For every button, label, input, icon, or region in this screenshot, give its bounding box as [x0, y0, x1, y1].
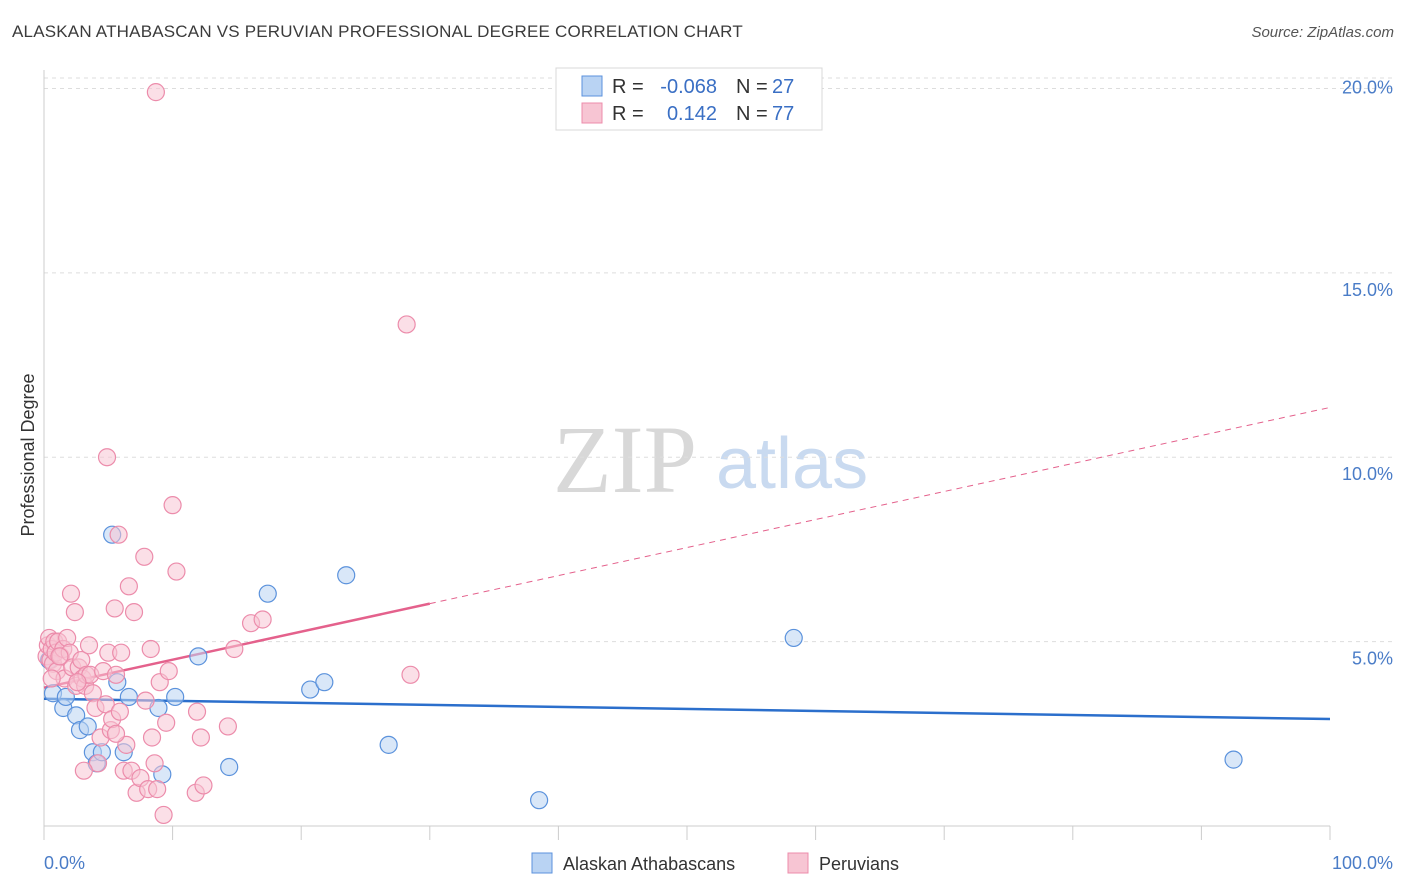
peruvian-point — [167, 562, 186, 581]
y-tick-label: 15.0% — [1342, 280, 1393, 300]
series-label-peruvians: Peruvians — [819, 854, 899, 874]
y-axis-title: Professional Degree — [18, 373, 38, 536]
peruvian-point — [61, 584, 81, 603]
watermark-atlas: atlas — [716, 424, 868, 504]
series-label-alaskan: Alaskan Athabascans — [563, 854, 735, 874]
peruvian-point — [97, 448, 117, 467]
peruvian-point — [145, 754, 164, 773]
x-tick-label-min: 0.0% — [44, 853, 85, 873]
legend-swatch-pink — [581, 102, 603, 124]
legend-r-label-1: R = — [612, 76, 644, 98]
alaskan-point — [258, 584, 277, 603]
peruvian-point — [117, 735, 136, 754]
watermark-zip: ZIP — [553, 406, 697, 513]
peruvian-point — [218, 717, 237, 736]
alaskan-point — [220, 757, 239, 777]
peruvian-point — [148, 780, 167, 799]
alaskan-point — [784, 628, 803, 648]
legend-n-value-2: 77 — [772, 103, 794, 125]
peruvian-point — [142, 728, 162, 747]
x-tick-label-max: 100.0% — [1332, 853, 1393, 873]
peruvian-point — [159, 662, 178, 681]
peruvian-point — [109, 525, 128, 544]
peruvian-point — [119, 577, 138, 596]
peruvian-point — [106, 724, 126, 743]
series-legend: Alaskan Athabascans Peruvians — [531, 852, 899, 874]
alaskan-point — [119, 687, 138, 707]
peruvian-point — [58, 628, 77, 648]
alaskan-point — [166, 687, 185, 707]
alaskan-point — [530, 791, 549, 810]
peruvian-point — [401, 665, 420, 684]
alaskan-point — [337, 566, 356, 585]
peruvian-point — [50, 647, 69, 666]
peruvian-point — [253, 610, 272, 629]
peruvian-point — [42, 669, 61, 688]
peruvian-point — [124, 603, 144, 622]
peruvian-point — [136, 691, 155, 710]
peruvian-point — [146, 83, 165, 102]
series-swatch-peruvians — [787, 852, 809, 874]
peruvian-point — [141, 639, 160, 659]
peruvian-point — [135, 547, 154, 566]
source-credit: Source: ZipAtlas.com — [1251, 24, 1394, 41]
y-tick-label: 5.0% — [1352, 649, 1393, 669]
peruvian-point — [397, 315, 416, 334]
alaskan-point — [1224, 750, 1243, 769]
legend-r-label-2: R = — [612, 103, 644, 125]
peruvian-point — [65, 603, 84, 622]
peruvian-point — [187, 702, 207, 721]
y-tick-label: 10.0% — [1342, 464, 1393, 484]
alaskan-point — [315, 673, 334, 692]
peruvian-point — [112, 643, 131, 662]
peruvian-point — [105, 599, 124, 618]
alaskan-point — [379, 735, 398, 754]
legend-r-value-1: -0.068 — [660, 76, 717, 98]
alaskan-point — [189, 647, 208, 666]
peruvian-point — [154, 805, 173, 825]
peruvian-point — [79, 636, 99, 655]
peruvian-point — [225, 639, 244, 659]
peruvian-point — [191, 728, 210, 747]
correlation-legend: R = -0.068 N = 27 R = 0.142 N = 77 — [555, 67, 823, 131]
legend-n-value-1: 27 — [772, 76, 794, 98]
alaskan-point — [56, 687, 75, 707]
alaskan-point — [78, 717, 97, 736]
series-swatch-alaskan — [531, 852, 553, 874]
peruvian-point — [157, 713, 176, 732]
legend-swatch-blue — [581, 75, 603, 97]
peruvian-point — [68, 673, 87, 692]
peruvian-point — [194, 776, 213, 795]
legend-n-label-1: N = — [736, 76, 768, 98]
peruvian-point — [88, 754, 108, 773]
legend-r-value-2: 0.142 — [667, 103, 717, 125]
alaskan-point — [301, 680, 320, 699]
peruvian-point — [163, 496, 182, 515]
legend-n-label-2: N = — [736, 103, 768, 125]
peruvian-point — [106, 665, 126, 684]
peruvian-point — [74, 761, 93, 780]
peruvian-point — [110, 702, 129, 721]
y-tick-label: 20.0% — [1342, 77, 1393, 97]
alaskan-trend-line — [43, 697, 1331, 721]
chart-title: ALASKAN ATHABASCAN VS PERUVIAN PROFESSIO… — [12, 22, 743, 41]
